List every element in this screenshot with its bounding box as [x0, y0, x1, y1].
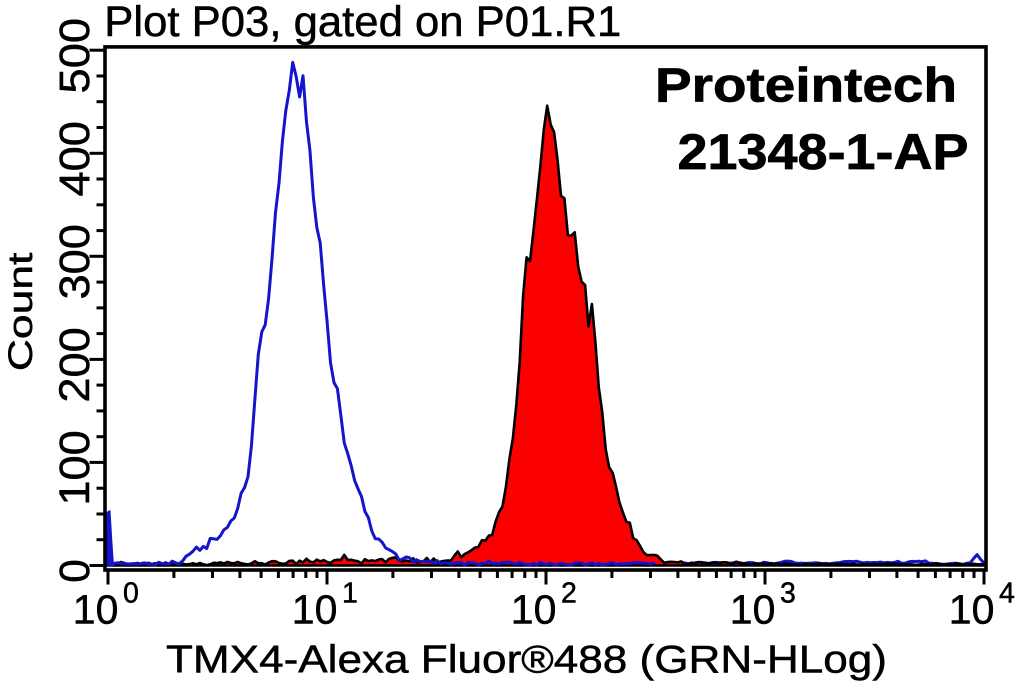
svg-text:100: 100 — [51, 430, 98, 506]
svg-text:400: 400 — [51, 121, 98, 197]
svg-text:2: 2 — [561, 578, 577, 610]
svg-text:4: 4 — [999, 578, 1015, 610]
svg-text:Count: Count — [2, 252, 40, 371]
svg-text:0: 0 — [123, 578, 139, 610]
svg-text:300: 300 — [51, 224, 98, 300]
svg-text:10: 10 — [730, 587, 776, 633]
svg-text:0: 0 — [51, 559, 98, 583]
svg-text:10: 10 — [73, 587, 119, 633]
svg-text:3: 3 — [780, 578, 796, 610]
svg-text:10: 10 — [292, 587, 338, 633]
svg-text:Plot P03, gated on P01.R1: Plot P03, gated on P01.R1 — [104, 0, 621, 45]
svg-text:10: 10 — [511, 587, 557, 633]
svg-text:500: 500 — [51, 18, 98, 94]
svg-text:10: 10 — [949, 587, 995, 633]
svg-text:1: 1 — [342, 578, 358, 610]
svg-text:Proteintech: Proteintech — [655, 60, 957, 113]
svg-text:21348-1-AP: 21348-1-AP — [678, 124, 969, 180]
svg-text:TMX4-Alexa Fluor®488 (GRN-HLog: TMX4-Alexa Fluor®488 (GRN-HLog) — [166, 638, 887, 681]
svg-text:200: 200 — [51, 327, 98, 403]
